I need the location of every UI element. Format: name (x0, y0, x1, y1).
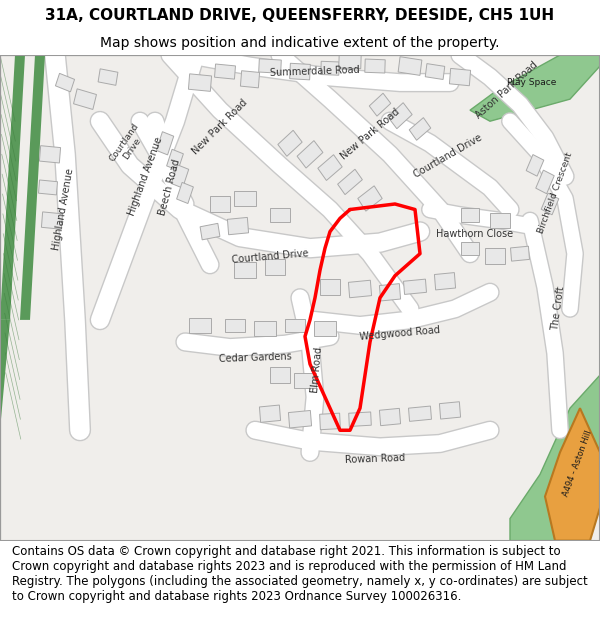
Text: Wedgwood Road: Wedgwood Road (359, 324, 440, 342)
FancyBboxPatch shape (541, 193, 559, 215)
FancyBboxPatch shape (289, 411, 311, 428)
Polygon shape (510, 375, 600, 541)
Text: New Park Road: New Park Road (191, 98, 250, 156)
FancyBboxPatch shape (270, 368, 290, 382)
FancyBboxPatch shape (259, 59, 281, 73)
Text: Aston Park Road: Aston Park Road (474, 60, 540, 121)
FancyBboxPatch shape (40, 146, 61, 163)
FancyBboxPatch shape (485, 248, 505, 264)
FancyBboxPatch shape (38, 180, 58, 195)
FancyBboxPatch shape (259, 405, 281, 422)
FancyBboxPatch shape (294, 373, 316, 388)
FancyBboxPatch shape (176, 182, 193, 204)
FancyBboxPatch shape (98, 69, 118, 86)
FancyBboxPatch shape (254, 321, 276, 336)
FancyBboxPatch shape (314, 321, 336, 336)
FancyBboxPatch shape (358, 186, 382, 211)
FancyBboxPatch shape (369, 93, 391, 116)
FancyBboxPatch shape (225, 319, 245, 332)
FancyBboxPatch shape (320, 279, 340, 294)
FancyBboxPatch shape (227, 217, 248, 235)
FancyBboxPatch shape (365, 59, 385, 73)
Text: The Croft: The Croft (550, 286, 566, 332)
Polygon shape (20, 55, 45, 320)
FancyBboxPatch shape (398, 57, 422, 76)
FancyBboxPatch shape (321, 61, 339, 75)
FancyBboxPatch shape (536, 170, 554, 194)
FancyBboxPatch shape (265, 259, 285, 274)
FancyBboxPatch shape (270, 208, 290, 222)
Polygon shape (0, 320, 10, 430)
FancyBboxPatch shape (41, 212, 62, 229)
FancyBboxPatch shape (379, 284, 401, 301)
Text: Contains OS data © Crown copyright and database right 2021. This information is : Contains OS data © Crown copyright and d… (12, 545, 588, 603)
FancyBboxPatch shape (461, 208, 479, 222)
Polygon shape (470, 55, 600, 121)
FancyBboxPatch shape (349, 280, 371, 298)
FancyBboxPatch shape (439, 402, 461, 419)
FancyBboxPatch shape (215, 64, 235, 79)
FancyBboxPatch shape (388, 102, 412, 129)
Text: Courtland Drive: Courtland Drive (231, 249, 309, 266)
Text: 31A, COURTLAND DRIVE, QUEENSFERRY, DEESIDE, CH5 1UH: 31A, COURTLAND DRIVE, QUEENSFERRY, DEESI… (46, 8, 554, 23)
FancyBboxPatch shape (171, 165, 189, 188)
FancyBboxPatch shape (490, 213, 510, 228)
FancyBboxPatch shape (338, 169, 362, 194)
Text: Summerdale Road: Summerdale Road (270, 65, 360, 78)
FancyBboxPatch shape (349, 412, 371, 426)
FancyBboxPatch shape (241, 71, 260, 88)
Text: Rowan Road: Rowan Road (345, 453, 405, 465)
FancyBboxPatch shape (511, 246, 529, 261)
Text: New Park Road: New Park Road (338, 107, 401, 162)
FancyBboxPatch shape (461, 241, 479, 255)
Text: Hawthorn Close: Hawthorn Close (436, 229, 514, 239)
FancyBboxPatch shape (234, 262, 256, 278)
FancyBboxPatch shape (189, 318, 211, 333)
Text: Courtland Drive: Courtland Drive (412, 133, 484, 180)
FancyBboxPatch shape (210, 196, 230, 212)
FancyBboxPatch shape (434, 272, 455, 290)
Text: Highland Avenue: Highland Avenue (126, 136, 164, 217)
Polygon shape (545, 408, 600, 541)
Text: Courtland
Drive: Courtland Drive (107, 122, 149, 169)
FancyBboxPatch shape (290, 63, 310, 80)
Text: Map shows position and indicative extent of the property.: Map shows position and indicative extent… (100, 36, 500, 50)
Text: Cedar Gardens: Cedar Gardens (218, 351, 292, 364)
FancyBboxPatch shape (200, 223, 220, 240)
Text: Play Space: Play Space (508, 78, 557, 87)
FancyBboxPatch shape (278, 130, 302, 156)
FancyBboxPatch shape (449, 68, 470, 86)
FancyBboxPatch shape (409, 406, 431, 421)
FancyBboxPatch shape (188, 74, 212, 91)
FancyBboxPatch shape (404, 279, 427, 294)
Polygon shape (0, 55, 25, 320)
FancyBboxPatch shape (156, 132, 174, 155)
FancyBboxPatch shape (339, 52, 361, 69)
Text: Birchfield Crescent: Birchfield Crescent (536, 151, 574, 235)
FancyBboxPatch shape (320, 413, 340, 430)
FancyBboxPatch shape (425, 64, 445, 79)
FancyBboxPatch shape (167, 149, 184, 171)
FancyBboxPatch shape (234, 191, 256, 206)
Text: Beech Road: Beech Road (158, 158, 182, 217)
FancyBboxPatch shape (379, 408, 401, 426)
Text: Highland Avenue: Highland Avenue (51, 168, 75, 251)
FancyBboxPatch shape (55, 73, 74, 92)
FancyBboxPatch shape (285, 319, 305, 332)
FancyBboxPatch shape (74, 89, 97, 109)
Text: Elm Road: Elm Road (310, 346, 324, 393)
Text: A494 - Aston Hill: A494 - Aston Hill (562, 429, 594, 498)
FancyBboxPatch shape (409, 118, 431, 140)
FancyBboxPatch shape (297, 141, 323, 168)
FancyBboxPatch shape (526, 154, 544, 176)
FancyBboxPatch shape (318, 155, 342, 181)
